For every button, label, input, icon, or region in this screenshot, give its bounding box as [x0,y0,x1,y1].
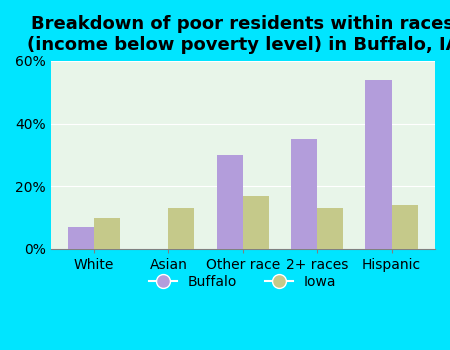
Bar [94,218,120,249]
Bar [217,155,243,249]
Bar [291,139,317,249]
Title: Breakdown of poor residents within races
(income below poverty level) in Buffalo: Breakdown of poor residents within races… [27,15,450,54]
Legend: Buffalo, Iowa: Buffalo, Iowa [144,270,342,295]
Bar [68,227,94,249]
Bar [365,80,392,249]
Bar [243,196,269,249]
Bar [392,205,418,249]
Bar [317,208,343,249]
Bar [168,208,194,249]
